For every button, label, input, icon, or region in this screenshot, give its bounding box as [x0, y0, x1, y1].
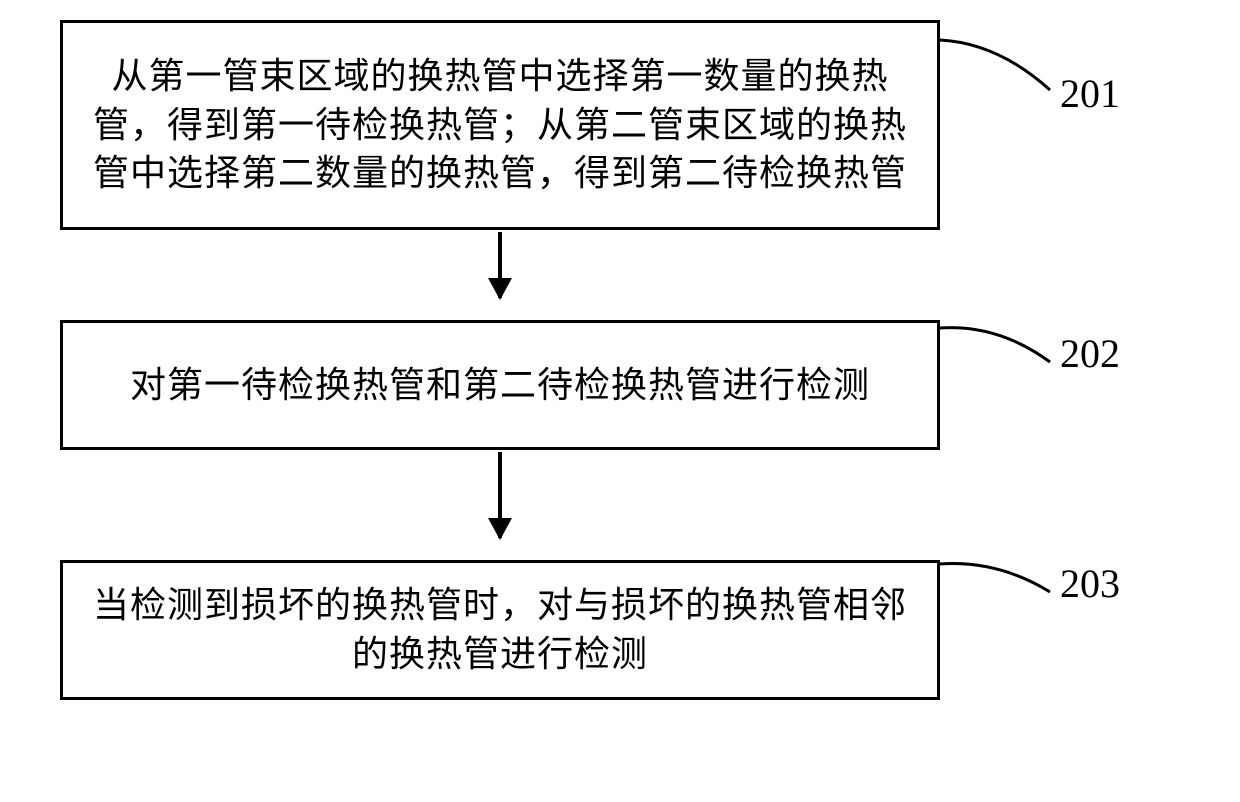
arrow-1-2	[498, 232, 502, 298]
step-label-3: 203	[1060, 560, 1120, 607]
flow-step-1-text: 从第一管束区域的换热管中选择第一数量的换热管，得到第一待检换热管；从第二管束区域…	[93, 52, 907, 198]
callout-3	[938, 560, 1058, 605]
callout-2	[938, 322, 1058, 372]
flow-step-2: 对第一待检换热管和第二待检换热管进行检测	[60, 320, 940, 450]
arrow-2-3	[498, 452, 502, 538]
callout-1	[938, 38, 1058, 98]
flow-step-2-text: 对第一待检换热管和第二待检换热管进行检测	[130, 361, 870, 410]
flow-step-1: 从第一管束区域的换热管中选择第一数量的换热管，得到第一待检换热管；从第二管束区域…	[60, 20, 940, 230]
step-label-1: 201	[1060, 70, 1120, 117]
flow-step-3-text: 当检测到损坏的换热管时，对与损坏的换热管相邻的换热管进行检测	[93, 581, 907, 678]
flow-step-3: 当检测到损坏的换热管时，对与损坏的换热管相邻的换热管进行检测	[60, 560, 940, 700]
step-label-2: 202	[1060, 330, 1120, 377]
